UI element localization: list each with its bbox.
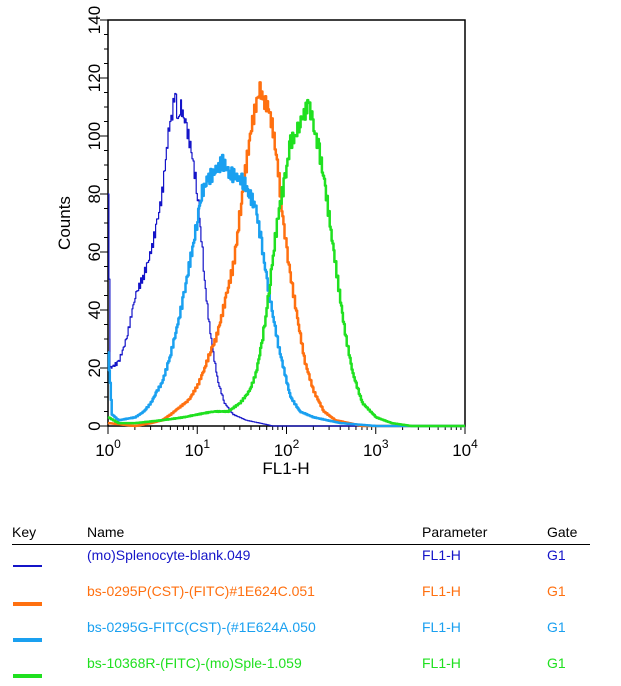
legend-name: bs-0295P(CST)-(FITC)#1E624C.051 — [87, 583, 315, 599]
y-tick-label: 120 — [85, 64, 104, 92]
legend-parameter: FL1-H — [422, 547, 461, 563]
tick-base: 10 — [363, 441, 382, 460]
header-key: Key — [12, 524, 37, 540]
legend-key-swatch — [13, 674, 42, 678]
y-axis-label: Counts — [55, 196, 74, 250]
legend-gate: G1 — [547, 619, 566, 635]
tick-base: 10 — [184, 441, 203, 460]
y-tick-label: 140 — [85, 6, 104, 34]
x-axis-label: FL1-H — [262, 459, 309, 478]
tick-exponent: 4 — [471, 437, 478, 451]
tick-base: 10 — [95, 441, 114, 460]
legend-parameter: FL1-H — [422, 655, 461, 671]
header-parameter: Parameter — [422, 524, 488, 540]
legend-row: bs-0295P(CST)-(FITC)#1E624C.051 FL1-H G1 — [12, 581, 590, 617]
x-tick-label: 101 — [184, 437, 210, 460]
tick-exponent: 0 — [114, 437, 121, 451]
legend-gate: G1 — [547, 583, 566, 599]
tick-exponent: 3 — [382, 437, 389, 451]
legend-gate: G1 — [547, 547, 566, 563]
legend-gate: G1 — [547, 655, 566, 671]
y-tick-label: 20 — [85, 359, 104, 378]
legend-key-swatch — [13, 602, 42, 606]
legend-name: bs-0295G-FITC(CST)-(#1E624A.050 — [87, 619, 316, 635]
y-tick-label: 60 — [85, 243, 104, 262]
x-tick-label: 100 — [95, 437, 121, 460]
y-tick-label: 40 — [85, 301, 104, 320]
legend-header: Key Name Parameter Gate — [12, 522, 590, 545]
legend-key-swatch — [13, 638, 42, 642]
legend-name: (mo)Splenocyte-blank.049 — [87, 547, 251, 563]
legend-row: (mo)Splenocyte-blank.049 FL1-H G1 — [12, 545, 590, 581]
legend-key-swatch — [13, 565, 42, 567]
legend-table: Key Name Parameter Gate (mo)Splenocyte-b… — [12, 522, 590, 686]
x-tick-label: 104 — [452, 437, 478, 460]
histogram-series-3 — [107, 98, 466, 428]
header-name: Name — [87, 524, 125, 540]
legend-row: bs-10368R-(FITC)-(mo)Sple-1.059 FL1-H G1 — [12, 653, 590, 686]
legend-parameter: FL1-H — [422, 583, 461, 599]
tick-exponent: 2 — [293, 437, 300, 451]
histogram-series-2 — [107, 153, 466, 428]
plot-frame — [107, 19, 466, 427]
y-tick-label: 80 — [85, 185, 104, 204]
legend-row: bs-0295G-FITC(CST)-(#1E624A.050 FL1-H G1 — [12, 617, 590, 653]
legend-name: bs-10368R-(FITC)-(mo)Sple-1.059 — [87, 655, 302, 671]
y-tick-label: 100 — [85, 122, 104, 150]
y-tick-label: 0 — [85, 421, 104, 430]
tick-base: 10 — [452, 441, 471, 460]
x-tick-label: 102 — [274, 437, 300, 460]
x-tick-label: 103 — [363, 437, 389, 460]
legend-parameter: FL1-H — [422, 619, 461, 635]
tick-exponent: 1 — [203, 437, 210, 451]
header-gate: Gate — [547, 524, 578, 540]
tick-base: 10 — [274, 441, 293, 460]
